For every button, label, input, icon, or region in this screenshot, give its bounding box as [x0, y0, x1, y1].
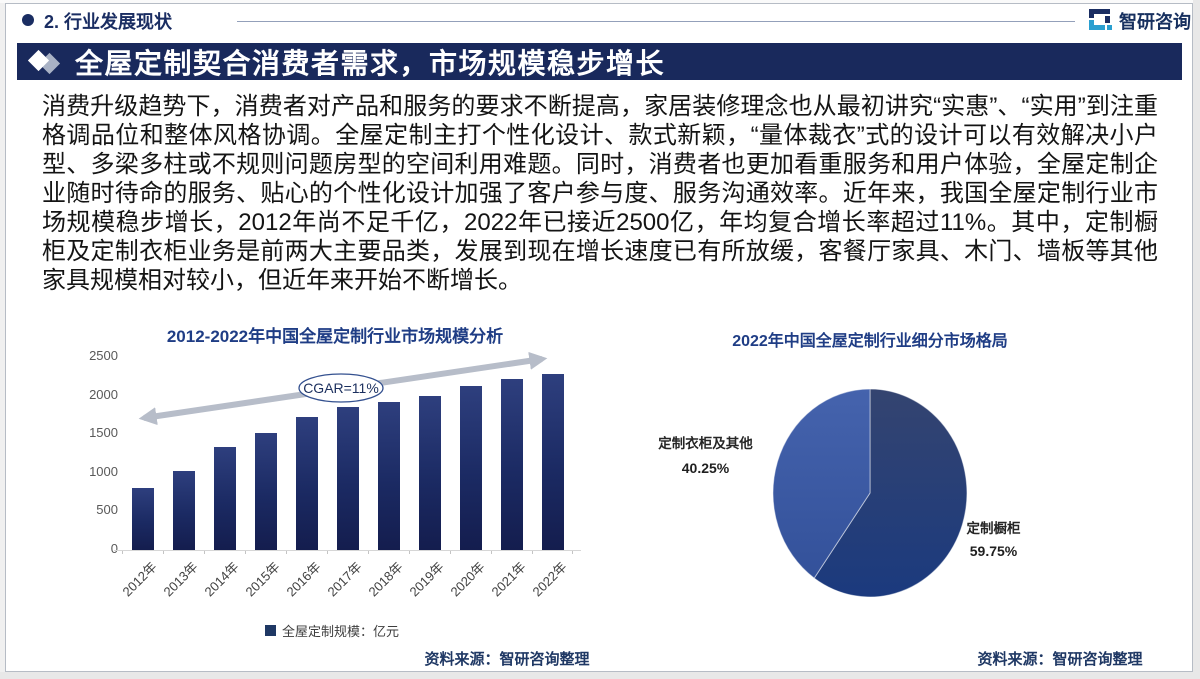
pie-label-cabinet-text: 定制橱柜 [966, 521, 1021, 536]
x-axis-labels: 2012年 2013年 2014年 2015年 2016年 2017年 2018年 2019年… [119, 554, 573, 614]
pie-label-cabinet-pct: 59.75% [969, 543, 1018, 559]
pie-label-wardrobe: 定制衣柜及其他 40.25% [628, 432, 783, 480]
y-tick-2500: 2500 [89, 348, 118, 363]
cagr-trend-arrow: CGAR=11% [138, 351, 548, 426]
bar-2013 [172, 471, 195, 550]
bar-2012 [131, 488, 154, 550]
cagr-annotation: CGAR=11% [303, 380, 379, 396]
pie-graphic [772, 388, 968, 598]
axis-tick [532, 550, 533, 554]
axis-tick [450, 550, 451, 554]
page-edge-right [1193, 0, 1200, 679]
axis-tick [327, 550, 328, 554]
axis-tick [163, 550, 164, 554]
brand-logo-text: 智研咨询 [1119, 12, 1191, 32]
legend-label: 全屋定制规模：亿元 [281, 624, 399, 639]
bar-2014 [213, 447, 236, 550]
bar-2016 [295, 417, 318, 550]
bar-2019 [418, 396, 441, 550]
pie-chart-title: 2022年中国全屋定制行业细分市场格局 [732, 333, 1008, 350]
axis-tick [409, 550, 410, 554]
slide-title: 全屋定制契合消费者需求，市场规模稳步增长 [75, 47, 666, 79]
section-bullet-icon [22, 14, 34, 26]
axis-tick [572, 550, 573, 554]
legend-swatch [264, 625, 276, 636]
pie-slice-1 [772, 388, 871, 579]
y-axis-labels: 0 500 1000 1500 2000 2500 [78, 348, 118, 556]
y-tick-1000: 1000 [89, 463, 118, 479]
axis-tick [245, 550, 246, 554]
axis-tick [122, 550, 123, 554]
double-diamond-icon [27, 48, 63, 75]
bar-chart-legend: 全屋定制规模：亿元 [112, 621, 552, 640]
bar-plot [114, 357, 581, 554]
body-paragraph: 消费升级趋势下，消费者对产品和服务的要求不断提高，家居装修理念也从最初讲究“实惠… [42, 93, 1158, 294]
axis-tick [286, 550, 287, 554]
header-divider [237, 21, 1075, 22]
page-edge-bottom [0, 672, 1200, 679]
bar-chart-title: 2012-2022年中国全屋定制行业市场规模分析 [166, 327, 504, 346]
bar-2017 [336, 407, 359, 550]
axis-tick [491, 550, 492, 554]
source-note-left: 资料来源：智研咨询整理 [424, 651, 590, 668]
bar-2020 [459, 386, 482, 550]
section-title: 2. 行业发展现状 [44, 12, 173, 32]
y-tick-1500: 1500 [89, 425, 118, 441]
y-tick-500: 500 [96, 502, 118, 518]
brand-logo-icon [1089, 9, 1112, 30]
source-note-right: 资料来源：智研咨询整理 [977, 651, 1143, 668]
pie-label-wardrobe-text: 定制衣柜及其他 [658, 436, 753, 451]
axis-tick [368, 550, 369, 554]
pie-label-cabinet: 定制橱柜 59.75% [926, 517, 1061, 563]
page-edge-left [0, 0, 5, 679]
y-tick-2000: 2000 [89, 386, 118, 402]
cagr-annotation-bubble [298, 373, 384, 403]
y-tick-0: 0 [110, 541, 118, 556]
page-edge-top [0, 0, 1200, 3]
bar-2018 [377, 402, 400, 550]
pie-slice-0 [813, 388, 968, 598]
bar-2015 [254, 433, 277, 550]
axis-tick [204, 550, 205, 554]
pie-label-wardrobe-pct: 40.25% [681, 460, 730, 476]
slide-title-banner: 全屋定制契合消费者需求，市场规模稳步增长 [17, 43, 1182, 80]
